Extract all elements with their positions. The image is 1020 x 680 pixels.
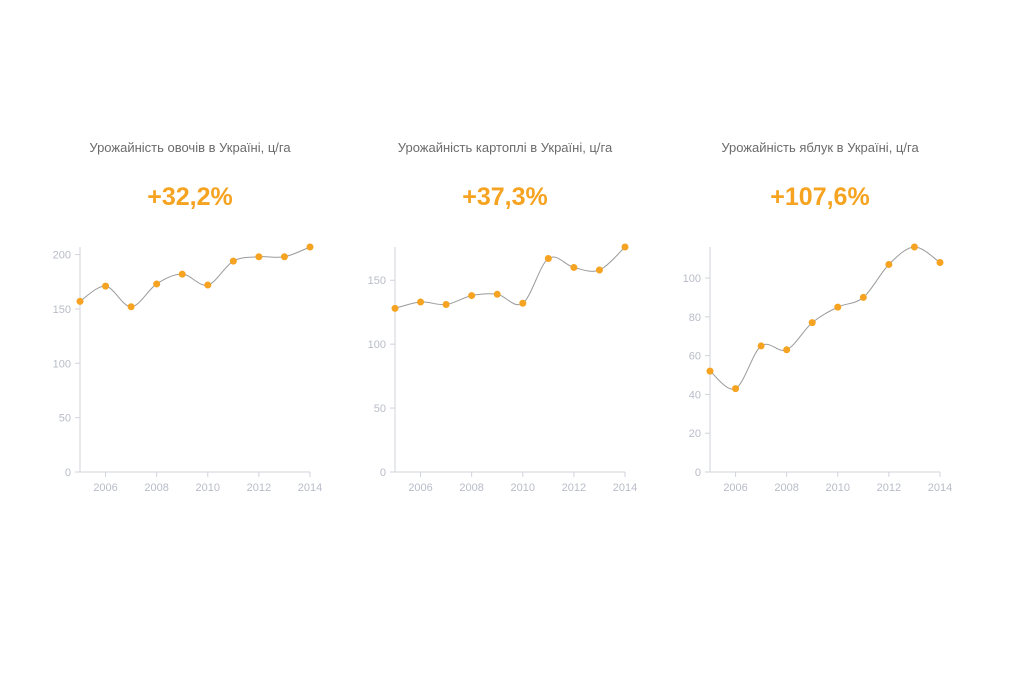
y-tick-label: 200 xyxy=(53,250,71,262)
y-tick-label: 50 xyxy=(374,403,386,415)
y-tick-label: 0 xyxy=(65,467,71,479)
x-tick-label: 2012 xyxy=(562,482,586,494)
data-point[interactable] xyxy=(885,260,893,268)
x-tick-label: 2008 xyxy=(144,482,168,494)
data-point[interactable] xyxy=(732,385,740,393)
y-tick-label: 20 xyxy=(689,428,701,440)
data-point[interactable] xyxy=(442,301,450,309)
data-point[interactable] xyxy=(306,243,314,251)
series-line xyxy=(79,246,311,308)
data-point[interactable] xyxy=(102,282,110,290)
data-point[interactable] xyxy=(544,255,552,263)
change-percent: +37,3% xyxy=(462,183,548,211)
y-tick-label: 60 xyxy=(689,351,701,363)
y-tick-label: 100 xyxy=(368,339,386,351)
data-point[interactable] xyxy=(204,281,212,289)
y-tick-label: 50 xyxy=(59,413,71,425)
x-tick-label: 2014 xyxy=(928,482,952,494)
y-tick-label: 0 xyxy=(380,467,386,479)
data-point[interactable] xyxy=(706,367,714,375)
x-tick-label: 2008 xyxy=(774,482,798,494)
data-point[interactable] xyxy=(127,303,135,311)
data-point[interactable] xyxy=(910,243,918,251)
data-point[interactable] xyxy=(595,266,603,274)
chart-title: Урожайність яблук в Україні, ц/га xyxy=(721,140,919,155)
y-tick-label: 80 xyxy=(689,312,701,324)
data-point[interactable] xyxy=(783,346,791,354)
x-tick-label: 2010 xyxy=(826,482,850,494)
y-tick-label: 150 xyxy=(53,304,71,316)
x-tick-label: 2006 xyxy=(723,482,747,494)
data-point[interactable] xyxy=(621,243,629,251)
data-point[interactable] xyxy=(468,292,476,300)
x-tick-label: 2010 xyxy=(511,482,535,494)
data-point[interactable] xyxy=(859,293,867,301)
line-chart-apples: 0 20 40 60 80 100 2006 2008 2010 2012 2014 xyxy=(683,243,952,494)
data-point[interactable] xyxy=(808,319,816,327)
data-point[interactable] xyxy=(76,297,84,305)
x-tick-label: 2008 xyxy=(459,482,483,494)
line-chart-potatoes: 0 50 100 150 2006 2008 2010 2012 2014 xyxy=(368,243,637,494)
data-point[interactable] xyxy=(570,263,578,271)
line-chart-vegetables: 0 50 100 150 200 2006 2008 2010 2012 2014 xyxy=(53,243,322,494)
series-line xyxy=(709,246,941,390)
chart-panel-potatoes: Урожайність картоплі в Україні, ц/га +37… xyxy=(345,120,665,520)
data-point[interactable] xyxy=(834,303,842,311)
data-point[interactable] xyxy=(757,342,765,350)
data-point[interactable] xyxy=(391,304,399,312)
data-point[interactable] xyxy=(229,257,237,265)
y-tick-label: 150 xyxy=(368,275,386,287)
x-tick-label: 2006 xyxy=(93,482,117,494)
data-point[interactable] xyxy=(417,298,425,306)
data-point[interactable] xyxy=(280,253,288,261)
chart-panel-vegetables: Урожайність овочів в Україні, ц/га +32,2… xyxy=(30,120,350,520)
chart-title: Урожайність овочів в Україні, ц/га xyxy=(89,140,291,155)
y-tick-label: 0 xyxy=(695,467,701,479)
change-percent: +107,6% xyxy=(770,183,870,211)
x-tick-label: 2006 xyxy=(408,482,432,494)
data-point[interactable] xyxy=(178,270,186,278)
data-point[interactable] xyxy=(936,259,944,267)
data-point[interactable] xyxy=(519,299,527,307)
data-point[interactable] xyxy=(255,253,263,261)
x-tick-label: 2014 xyxy=(613,482,637,494)
x-tick-label: 2010 xyxy=(196,482,220,494)
x-tick-label: 2012 xyxy=(877,482,901,494)
x-tick-label: 2014 xyxy=(298,482,322,494)
change-percent: +32,2% xyxy=(147,183,233,211)
y-tick-label: 40 xyxy=(689,389,701,401)
x-tick-label: 2012 xyxy=(247,482,271,494)
chart-panel-apples: Урожайність яблук в Україні, ц/га +107,6… xyxy=(660,120,980,520)
series-line xyxy=(394,246,626,309)
y-tick-label: 100 xyxy=(683,273,701,285)
y-tick-label: 100 xyxy=(53,358,71,370)
data-point[interactable] xyxy=(493,290,501,298)
chart-title: Урожайність картоплі в Україні, ц/га xyxy=(397,140,613,155)
data-point[interactable] xyxy=(153,280,161,288)
